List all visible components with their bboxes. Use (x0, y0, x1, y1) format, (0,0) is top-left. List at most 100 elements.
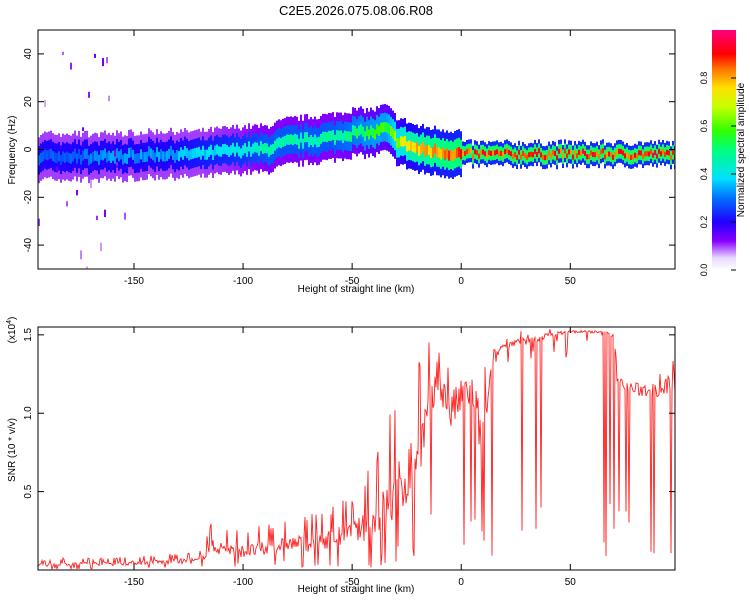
spectrogram-cell-636 (446, 148, 448, 159)
spectrogram-cell-774 (538, 148, 540, 154)
spectrogram-cell-186 (146, 151, 148, 162)
spectrogram-cell-627 (440, 149, 442, 160)
spectrogram-cell-345 (252, 143, 254, 154)
spectrogram-cell-87 (88, 155, 90, 166)
spectrogram-cell-139 (116, 148, 118, 159)
spectrogram-cell-378 (274, 140, 276, 151)
spectrogram-cell-522 (370, 125, 372, 136)
spectrogram-cell-49 (66, 201, 68, 207)
spectrogram-cell-867 (600, 149, 602, 155)
colorbar-tick-label: 0.4 (699, 168, 709, 181)
spectrogram-cell-825 (572, 154, 574, 160)
spectrogram-cell-384 (278, 137, 280, 148)
spectrogram-cell-552 (390, 126, 392, 137)
spectrogram-cell-450 (322, 131, 324, 142)
snr-y-tick-label: 1.5 (23, 327, 34, 341)
spectrogram-cell-912 (630, 154, 632, 160)
spectrogram-cell-103 (96, 215, 98, 221)
spectrogram-cell-354 (258, 145, 260, 156)
spectrogram-cell-876 (606, 151, 608, 157)
snr-x-tick-label: -100 (233, 577, 253, 588)
spectrogram-cell-519 (368, 129, 370, 140)
snr-y-tick-label: 0.5 (23, 484, 34, 498)
spectrogram-cell-288 (214, 145, 216, 156)
spectrogram-cell-765 (532, 152, 534, 158)
spectrogram-cell-143 (118, 151, 120, 162)
spectrogram-cell-88 (88, 91, 90, 98)
spectrogram-cell-633 (444, 150, 446, 161)
spectrogram-cell-768 (534, 148, 536, 154)
spectrogram-cell-936 (646, 151, 648, 157)
spectrogram-cell-348 (254, 142, 256, 153)
spectrogram-y-tick-label: 40 (23, 48, 34, 60)
spectrogram-cell-918 (634, 152, 636, 158)
spectrogram-y-axis-label: Frequency (Hz) (7, 116, 18, 185)
spectrogram-cell-177 (140, 149, 142, 160)
spectrogram-cell-65 (76, 153, 78, 164)
spectrogram-cell-125 (108, 150, 110, 161)
spectrogram-cell-453 (324, 131, 326, 142)
spectrogram-cell-369 (268, 146, 270, 157)
spectrogram-cell-423 (304, 132, 306, 143)
spectrogram-cell-110 (100, 242, 102, 252)
spectrogram-cell-140 (116, 162, 118, 167)
spectrogram-cell-19 (48, 149, 50, 160)
spectrogram-cell-113 (102, 150, 104, 161)
spectrogram-cell-483 (344, 130, 346, 141)
spectrogram-cell-672 (470, 148, 472, 154)
spectrogram-cell-318 (234, 146, 236, 157)
spectrogram-cell-828 (574, 149, 576, 156)
spectrogram-cell-678 (474, 149, 476, 155)
spectrogram-cell-98 (94, 150, 96, 161)
spectrogram-heatmap (38, 51, 675, 269)
spectrogram-cell-957 (660, 151, 662, 157)
spectrogram-cell-252 (190, 149, 192, 160)
spectrogram-cell-660 (462, 150, 464, 156)
spectrogram-cell-594 (418, 145, 420, 157)
spectrogram-cell-363 (264, 143, 266, 154)
spectrogram-cell-9 (42, 151, 44, 162)
spectrogram-cell-699 (488, 150, 490, 156)
spectrogram-cell-12 (44, 149, 46, 160)
spectrogram-cell-651 (456, 147, 458, 158)
spectrogram-cell-291 (216, 144, 218, 155)
spectrogram-cell-237 (180, 147, 182, 158)
spectrogram-cell-747 (520, 154, 522, 160)
spectrogram-cell-393 (284, 136, 286, 147)
spectrogram-cell-864 (598, 154, 600, 160)
spectrogram-cell-31 (56, 152, 58, 163)
spectrogram-cell-321 (236, 142, 238, 153)
spectrogram-cell-91 (90, 153, 92, 164)
spectrogram-cell-813 (564, 148, 566, 154)
spectrogram-cell-567 (400, 136, 402, 147)
spectrogram-cell-777 (540, 152, 542, 158)
spectrogram-cell-618 (434, 143, 436, 154)
spectrogram-cell-261 (196, 147, 198, 158)
spectrogram-cell-255 (192, 148, 194, 159)
spectrogram-cell-702 (490, 150, 492, 156)
spectrogram-x-axis-label: Height of straight line (km) (298, 284, 415, 295)
spectrogram-cell-939 (648, 151, 650, 157)
spectrogram-cell-459 (328, 130, 330, 141)
spectrogram-cell-195 (152, 150, 154, 161)
spectrogram-x-tick-label: -50 (345, 276, 360, 287)
spectrogram-cell-750 (522, 150, 524, 156)
spectrogram-cell-102 (96, 151, 98, 162)
spectrogram-x-ticks: -150 -100 -50 0 50 (124, 30, 576, 287)
snr-plot-area (38, 327, 675, 570)
spectrogram-cell-333 (244, 143, 246, 154)
spectrogram-cell-930 (642, 154, 644, 160)
spectrogram-cell-126 (108, 95, 110, 102)
spectrogram-cell-588 (414, 142, 416, 153)
spectrogram-cell-561 (396, 138, 398, 149)
spectrogram-y-tick-label: 0 (23, 146, 34, 152)
spectrogram-cell-546 (386, 122, 388, 133)
spectrogram-cell-444 (318, 136, 320, 147)
spectrogram-cell-717 (500, 150, 502, 156)
snr-frame (37, 326, 676, 571)
spectrogram-cell-77 (82, 127, 84, 132)
spectrogram-cell-56 (70, 62, 72, 70)
spectrogram-cell-891 (616, 149, 618, 155)
spectrogram-cell-324 (238, 146, 240, 157)
